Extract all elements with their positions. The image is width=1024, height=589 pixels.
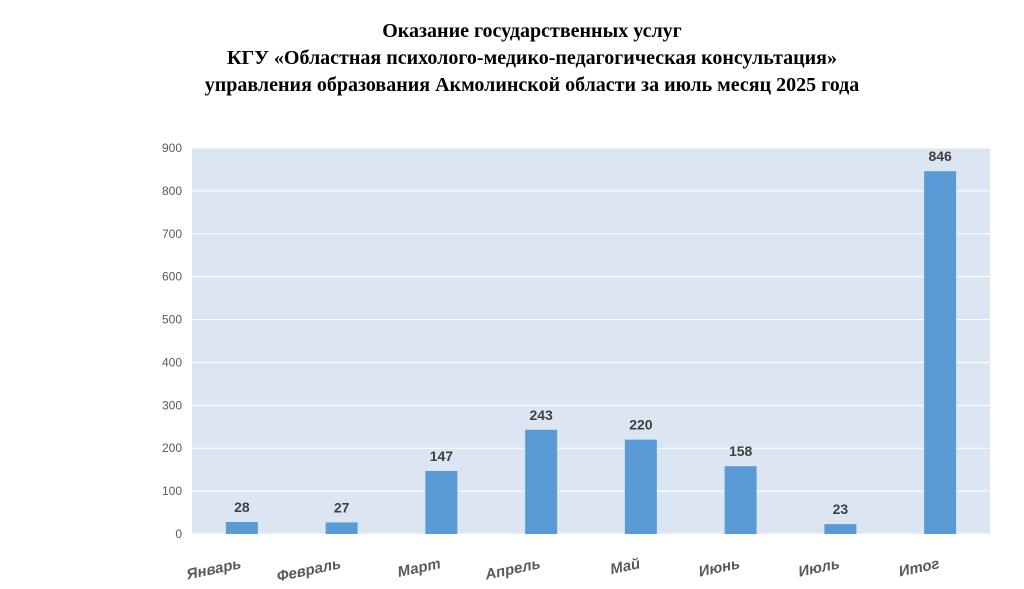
bar [924, 171, 957, 534]
plot-area [192, 148, 990, 534]
data-label: 158 [729, 443, 753, 459]
y-tick-label: 300 [162, 398, 182, 412]
chart-title-line-2: КГУ «Областная психолого-медико-педагоги… [226, 47, 838, 69]
y-tick-label: 700 [162, 227, 182, 241]
y-tick-label: 0 [175, 527, 182, 541]
x-axis-labels: Январь Февраль Март Апрель Май Июнь Июль Итог [184, 555, 941, 585]
bar [425, 470, 458, 534]
x-category-label: Апрель [483, 555, 542, 583]
bar [525, 429, 558, 534]
bars [225, 171, 957, 534]
y-tick-label: 900 [162, 141, 182, 155]
x-category-label: Май [609, 555, 642, 578]
y-tick-label: 600 [162, 270, 182, 284]
y-tick-label: 500 [162, 313, 182, 327]
y-tick-label: 400 [162, 355, 182, 369]
bar [824, 524, 857, 534]
bar [225, 521, 258, 534]
gridlines [192, 147, 990, 535]
y-axis-ticks: 0 100 200 300 400 500 600 700 800 900 [162, 141, 182, 541]
x-category-label: Итог [897, 555, 941, 580]
data-label: 27 [334, 499, 350, 515]
chart-title-line-3: управления образования Акмолинской облас… [204, 74, 860, 96]
x-category-label: Июнь [697, 555, 741, 580]
data-label: 23 [833, 501, 849, 517]
data-label: 220 [629, 417, 653, 433]
y-tick-label: 800 [162, 184, 182, 198]
bar [325, 522, 358, 534]
x-category-label: Февраль [275, 555, 342, 585]
x-category-label: Март [396, 555, 442, 581]
x-category-label: Июль [797, 555, 842, 580]
y-tick-label: 200 [162, 441, 182, 455]
bar [724, 466, 757, 534]
chart-title: Оказание государственных услуг КГУ «Обла… [0, 18, 1024, 99]
data-label: 243 [529, 407, 553, 423]
data-label: 28 [234, 499, 250, 515]
data-labels: 28 27 147 243 220 158 23 846 [234, 148, 952, 517]
y-tick-label: 100 [162, 484, 182, 498]
x-category-label: Январь [184, 555, 243, 583]
bar [624, 439, 657, 534]
chart-title-line-1: Оказание государственных услуг [382, 20, 682, 42]
data-label: 147 [430, 448, 454, 464]
data-label: 846 [928, 148, 952, 164]
